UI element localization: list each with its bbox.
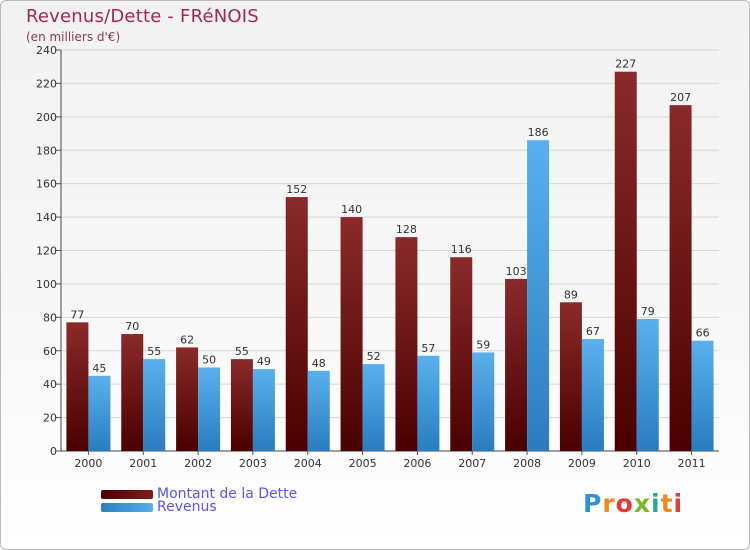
data-label-dette-2002: 62 xyxy=(180,333,194,346)
x-tick-label: 2006 xyxy=(403,457,431,470)
y-tick-label: 140 xyxy=(36,211,57,224)
y-tick-label: 160 xyxy=(36,178,57,191)
bar-dette-2009 xyxy=(559,302,582,451)
data-label-revenus-2005: 52 xyxy=(367,350,381,363)
x-tick-label: 2003 xyxy=(239,457,267,470)
data-label-revenus-2010: 79 xyxy=(641,305,655,318)
y-tick-label: 240 xyxy=(36,44,57,57)
x-tick-label: 2010 xyxy=(623,457,651,470)
bar-revenus-2007 xyxy=(472,352,495,451)
legend-label-revenus: Revenus xyxy=(157,499,217,515)
y-tick-label: 220 xyxy=(36,77,57,90)
x-tick-label: 2001 xyxy=(129,457,157,470)
data-label-dette-2009: 89 xyxy=(564,288,578,301)
data-label-dette-2001: 70 xyxy=(125,320,139,333)
bar-revenus-2006 xyxy=(417,355,440,451)
data-label-dette-2000: 77 xyxy=(70,308,84,321)
legend-item-dette: Montant de la Dette xyxy=(101,487,297,502)
bar-dette-2004 xyxy=(285,197,308,451)
data-label-dette-2006: 128 xyxy=(396,223,417,236)
bar-revenus-2003 xyxy=(252,369,275,451)
data-label-dette-2007: 116 xyxy=(451,243,472,256)
data-label-dette-2008: 103 xyxy=(506,265,527,278)
bar-revenus-2005 xyxy=(362,364,385,451)
x-tick-label: 2008 xyxy=(513,457,541,470)
data-label-revenus-2009: 67 xyxy=(586,325,600,338)
data-label-revenus-2000: 45 xyxy=(92,362,106,375)
y-tick-label: 20 xyxy=(43,412,57,425)
x-tick-label: 2009 xyxy=(568,457,596,470)
x-tick-label: 2011 xyxy=(678,457,706,470)
data-label-dette-2003: 55 xyxy=(235,345,249,358)
bar-revenus-2011 xyxy=(691,340,714,451)
data-label-revenus-2004: 48 xyxy=(312,357,326,370)
data-label-dette-2011: 207 xyxy=(670,91,691,104)
bar-dette-2001 xyxy=(121,334,144,451)
legend-swatch-dette xyxy=(101,490,153,499)
bar-revenus-2002 xyxy=(198,367,221,451)
chart-title: Revenus/Dette - FRéNOIS xyxy=(26,6,259,27)
bar-dette-2005 xyxy=(340,217,363,451)
proxiti-logo: Proxiti xyxy=(583,489,684,518)
data-label-revenus-2001: 55 xyxy=(147,345,161,358)
y-tick-label: 200 xyxy=(36,111,57,124)
legend-label-dette: Montant de la Dette xyxy=(157,486,298,502)
data-label-revenus-2006: 57 xyxy=(421,342,435,355)
bar-revenus-2008 xyxy=(527,140,550,451)
y-tick-label: 100 xyxy=(36,278,57,291)
x-tick-label: 2002 xyxy=(184,457,212,470)
bar-dette-2011 xyxy=(669,105,692,451)
bar-dette-2007 xyxy=(450,257,473,451)
data-label-dette-2005: 140 xyxy=(341,203,362,216)
bar-dette-2000 xyxy=(66,322,89,451)
data-label-dette-2004: 152 xyxy=(286,183,307,196)
legend-item-revenus: Revenus xyxy=(101,500,297,515)
bar-revenus-2000 xyxy=(88,375,111,451)
bar-dette-2003 xyxy=(230,359,253,451)
y-tick-label: 180 xyxy=(36,144,57,157)
bar-revenus-2009 xyxy=(581,339,604,451)
x-tick-label: 2004 xyxy=(294,457,322,470)
bar-dette-2010 xyxy=(614,71,637,452)
data-label-dette-2010: 227 xyxy=(615,58,636,71)
y-tick-label: 0 xyxy=(50,445,57,458)
y-tick-label: 120 xyxy=(36,245,57,258)
chart-subtitle: (en milliers d'€) xyxy=(26,30,121,44)
y-tick-label: 40 xyxy=(43,378,57,391)
bar-dette-2006 xyxy=(395,237,418,451)
y-tick-label: 80 xyxy=(43,311,57,324)
bar-revenus-2001 xyxy=(143,359,166,451)
x-tick-label: 2005 xyxy=(349,457,377,470)
bar-dette-2002 xyxy=(176,347,199,451)
chart-legend: Montant de la Dette Revenus xyxy=(101,487,297,515)
legend-swatch-revenus xyxy=(101,503,153,512)
x-tick-label: 2007 xyxy=(458,457,486,470)
y-tick-label: 60 xyxy=(43,345,57,358)
bar-revenus-2004 xyxy=(307,370,330,451)
bar-dette-2008 xyxy=(505,278,528,451)
data-label-revenus-2002: 50 xyxy=(202,353,216,366)
data-label-revenus-2003: 49 xyxy=(257,355,271,368)
data-label-revenus-2008: 186 xyxy=(528,126,549,139)
data-label-revenus-2011: 66 xyxy=(696,327,710,340)
bar-revenus-2010 xyxy=(636,319,659,451)
data-label-revenus-2007: 59 xyxy=(476,338,490,351)
x-tick-label: 2000 xyxy=(74,457,102,470)
